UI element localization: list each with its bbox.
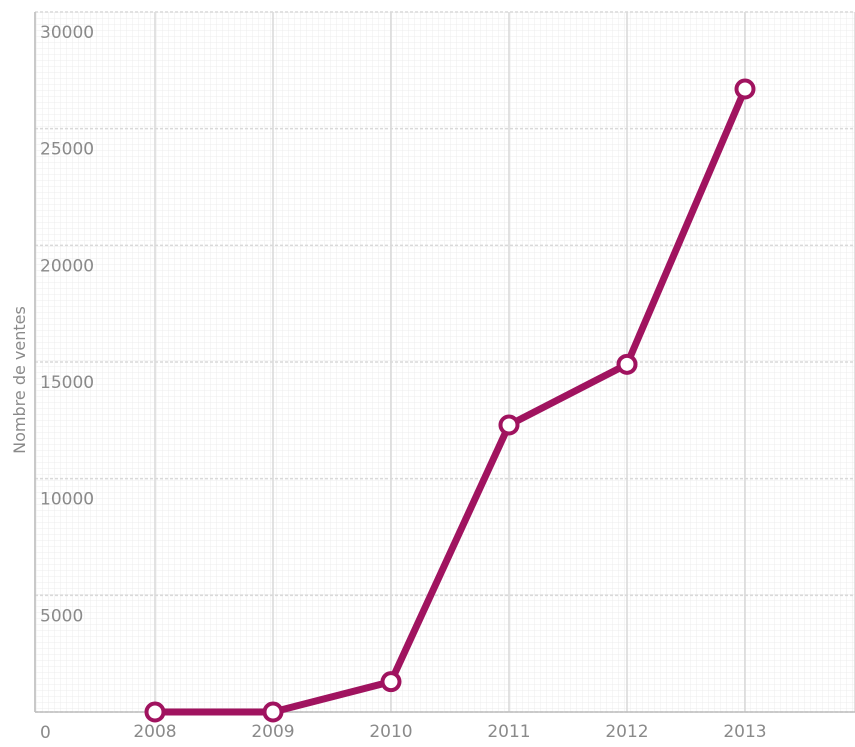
y-tick-label: 20000 <box>40 256 94 276</box>
x-tick-label: 2009 <box>251 722 294 742</box>
y-tick-label: 15000 <box>40 373 94 393</box>
y-tick-label: 10000 <box>40 490 94 510</box>
y-tick-label: 0 <box>40 723 51 743</box>
y-tick-label: 5000 <box>40 606 83 626</box>
x-tick-label: 2013 <box>723 722 766 742</box>
y-axis-title: Nombre de ventes <box>10 306 29 454</box>
x-tick-label: 2008 <box>133 722 176 742</box>
y-tick-label: 25000 <box>40 140 94 160</box>
data-point-marker <box>616 353 638 375</box>
y-tick-label: 30000 <box>40 23 94 43</box>
data-point-marker <box>734 78 756 100</box>
y-tick-labels: 0 5000 10000 15000 20000 25000 30000 <box>40 23 94 743</box>
x-tick-label: 2010 <box>369 722 412 742</box>
data-point-marker <box>262 701 284 723</box>
x-tick-label: 2012 <box>605 722 648 742</box>
data-point-marker <box>380 671 402 693</box>
x-tick-labels: 2008 2009 2010 2011 2012 2013 <box>133 722 766 742</box>
series-line <box>151 85 749 716</box>
x-tick-label: 2011 <box>487 722 530 742</box>
data-point-marker <box>144 701 166 723</box>
data-point-marker <box>498 414 520 436</box>
series-markers <box>144 78 756 723</box>
